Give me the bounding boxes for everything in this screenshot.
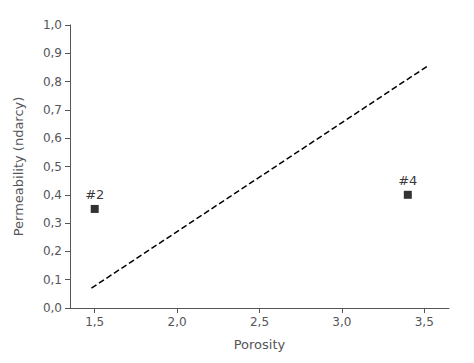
svg-text:3,5: 3,5 xyxy=(415,315,434,329)
svg-text:3,0: 3,0 xyxy=(332,315,351,329)
svg-text:0,1: 0,1 xyxy=(43,273,62,287)
svg-text:2,5: 2,5 xyxy=(250,315,269,329)
svg-text:0,5: 0,5 xyxy=(43,160,62,174)
svg-text:0,4: 0,4 xyxy=(43,188,62,202)
svg-text:0,7: 0,7 xyxy=(43,103,62,117)
svg-text:Porosity: Porosity xyxy=(234,337,286,352)
svg-text:Permeability (ndarcy): Permeability (ndarcy) xyxy=(11,97,26,237)
svg-text:0,0: 0,0 xyxy=(43,301,62,315)
svg-text:0,8: 0,8 xyxy=(43,75,62,89)
svg-text:0,6: 0,6 xyxy=(43,131,62,145)
svg-text:0,9: 0,9 xyxy=(43,46,62,60)
svg-text:1,5: 1,5 xyxy=(85,315,104,329)
svg-text:0,3: 0,3 xyxy=(43,216,62,230)
svg-text:0,2: 0,2 xyxy=(43,244,62,258)
svg-text:1,0: 1,0 xyxy=(43,18,62,32)
svg-text:#2: #2 xyxy=(85,187,104,202)
svg-text:2,0: 2,0 xyxy=(168,315,187,329)
svg-text:#4: #4 xyxy=(398,173,417,188)
